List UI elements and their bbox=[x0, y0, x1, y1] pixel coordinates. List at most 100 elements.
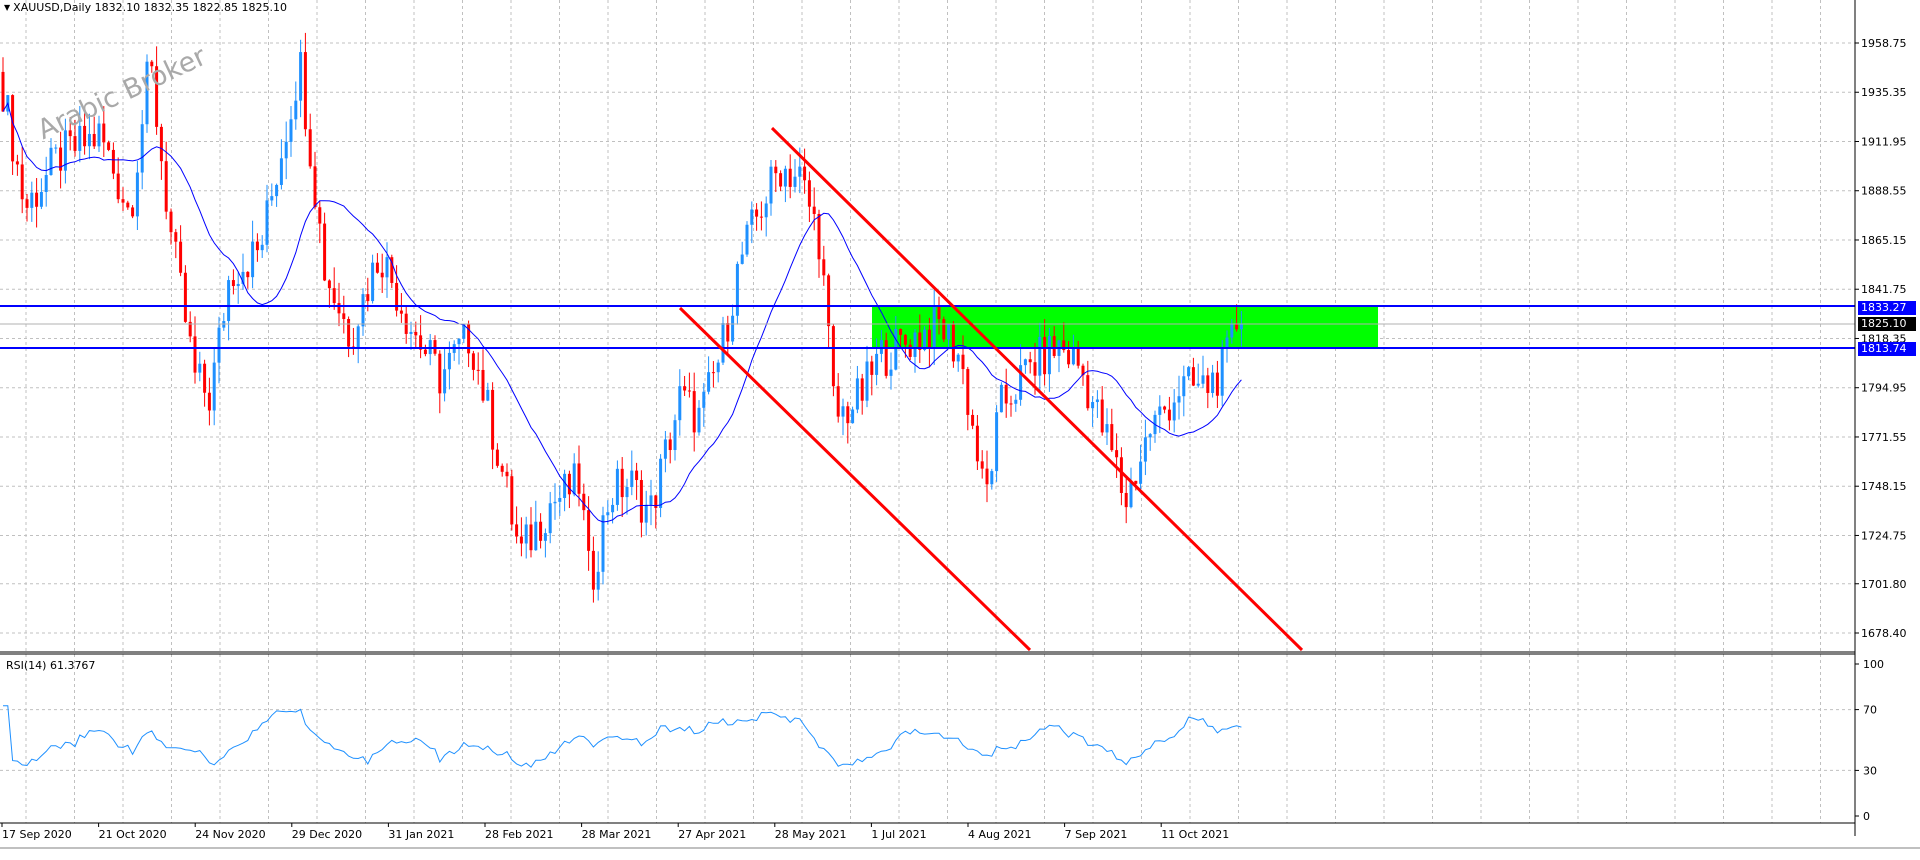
candle-body bbox=[774, 166, 778, 174]
candle-body bbox=[20, 164, 24, 200]
candle-body bbox=[447, 352, 451, 370]
candle-body bbox=[505, 471, 509, 477]
candle-body bbox=[131, 207, 135, 217]
candle-body bbox=[1086, 375, 1090, 409]
candle-body bbox=[903, 334, 907, 345]
time-tick-label: 4 Aug 2021 bbox=[968, 828, 1031, 841]
candle-body bbox=[687, 390, 691, 392]
candle-body bbox=[78, 125, 82, 151]
candle-body bbox=[1119, 457, 1123, 493]
candle-body bbox=[399, 310, 403, 314]
candle-body bbox=[644, 504, 648, 523]
candle-body bbox=[260, 244, 264, 251]
rsi-tick-label: 70 bbox=[1863, 704, 1877, 717]
candle-body bbox=[577, 463, 581, 494]
time-tick-label: 11 Oct 2021 bbox=[1161, 828, 1229, 841]
candle-body bbox=[1129, 480, 1133, 508]
channel-lower-trendline[interactable] bbox=[678, 306, 1032, 652]
candle-body bbox=[855, 378, 859, 410]
candle-body bbox=[423, 349, 427, 355]
candle-body bbox=[620, 468, 624, 498]
triangle-down-icon[interactable]: ▼ bbox=[4, 3, 11, 12]
candle-body bbox=[1019, 365, 1023, 400]
candle-body bbox=[625, 486, 629, 498]
candle-body bbox=[980, 461, 984, 469]
candle-body bbox=[1191, 367, 1195, 386]
candle-body bbox=[803, 166, 807, 181]
candle-body bbox=[990, 471, 994, 485]
candle-body bbox=[865, 361, 869, 401]
candle-body bbox=[289, 119, 293, 142]
candle-body bbox=[678, 386, 682, 421]
candle-body bbox=[227, 280, 231, 322]
candle-body bbox=[308, 129, 312, 167]
candle-body bbox=[323, 223, 327, 281]
candle-body bbox=[1062, 340, 1066, 351]
candle-body bbox=[1225, 337, 1229, 347]
candle-body bbox=[1134, 480, 1138, 484]
candle-body bbox=[750, 209, 754, 225]
candle-body bbox=[726, 323, 730, 342]
rsi-tick-label: 30 bbox=[1863, 764, 1877, 777]
candle-body bbox=[1220, 346, 1224, 396]
candle-body bbox=[1124, 492, 1128, 508]
candle-body bbox=[740, 254, 744, 264]
candle-body bbox=[731, 315, 735, 342]
candle-body bbox=[1215, 372, 1219, 396]
candle-body bbox=[971, 414, 975, 426]
candle-body bbox=[140, 124, 144, 173]
time-tick-label: 17 Sep 2020 bbox=[2, 828, 72, 841]
candle-body bbox=[30, 192, 34, 208]
resistance-zone[interactable] bbox=[872, 307, 1378, 347]
rsi-tick-label: 100 bbox=[1863, 658, 1884, 671]
candle-body bbox=[443, 369, 447, 394]
candle-body bbox=[1115, 450, 1119, 458]
price-tick-label: 1911.95 bbox=[1861, 135, 1907, 148]
candle-body bbox=[1235, 324, 1239, 330]
channel-upper-trendline[interactable] bbox=[770, 126, 1304, 652]
time-axis: 17 Sep 2020 21 Oct 2020 24 Nov 2020 29 Dec … bbox=[1, 823, 1229, 841]
candle-body bbox=[135, 172, 139, 217]
candle-body bbox=[241, 271, 245, 284]
candle-body bbox=[255, 241, 259, 251]
candle-body bbox=[462, 323, 466, 339]
candle-body bbox=[707, 372, 711, 392]
candle-body bbox=[1172, 402, 1176, 421]
candle-body bbox=[587, 510, 591, 551]
price-tick-label: 1935.35 bbox=[1861, 86, 1907, 99]
price-tick-label: 1748.15 bbox=[1861, 480, 1907, 493]
rsi-line bbox=[3, 705, 1242, 768]
price-tick-label: 1888.55 bbox=[1861, 185, 1907, 198]
candle-body bbox=[639, 480, 643, 523]
candle-body bbox=[836, 386, 840, 417]
candle-body bbox=[419, 335, 423, 350]
candle-body bbox=[1052, 336, 1056, 356]
candle-body bbox=[1028, 359, 1032, 363]
candle-body bbox=[1067, 350, 1071, 365]
candle-body bbox=[966, 369, 970, 415]
candle-body bbox=[1047, 336, 1051, 375]
candle-body bbox=[251, 241, 255, 278]
candle-body bbox=[543, 533, 547, 541]
candle-body bbox=[947, 324, 951, 340]
candle-body bbox=[697, 407, 701, 433]
price-tick-label: 1865.15 bbox=[1861, 234, 1907, 247]
candle-body bbox=[327, 280, 331, 289]
candle-body bbox=[284, 141, 288, 159]
candle-body bbox=[899, 328, 903, 335]
candle-body bbox=[188, 321, 192, 337]
candle-body bbox=[534, 521, 538, 551]
candle-body bbox=[1076, 348, 1080, 366]
candle-body bbox=[716, 362, 720, 373]
symbol-header[interactable]: ▼ XAUUSD,Daily 1832.10 1832.35 1822.85 18… bbox=[4, 1, 287, 14]
candle-body bbox=[87, 133, 91, 147]
candle-body bbox=[217, 327, 221, 363]
candle-body bbox=[11, 95, 15, 162]
candle-body bbox=[332, 288, 336, 304]
candle-body bbox=[1091, 402, 1095, 409]
candle-body bbox=[1043, 336, 1047, 375]
candle-body bbox=[1023, 359, 1027, 366]
candle-body bbox=[126, 202, 130, 208]
candle-body bbox=[203, 363, 207, 393]
